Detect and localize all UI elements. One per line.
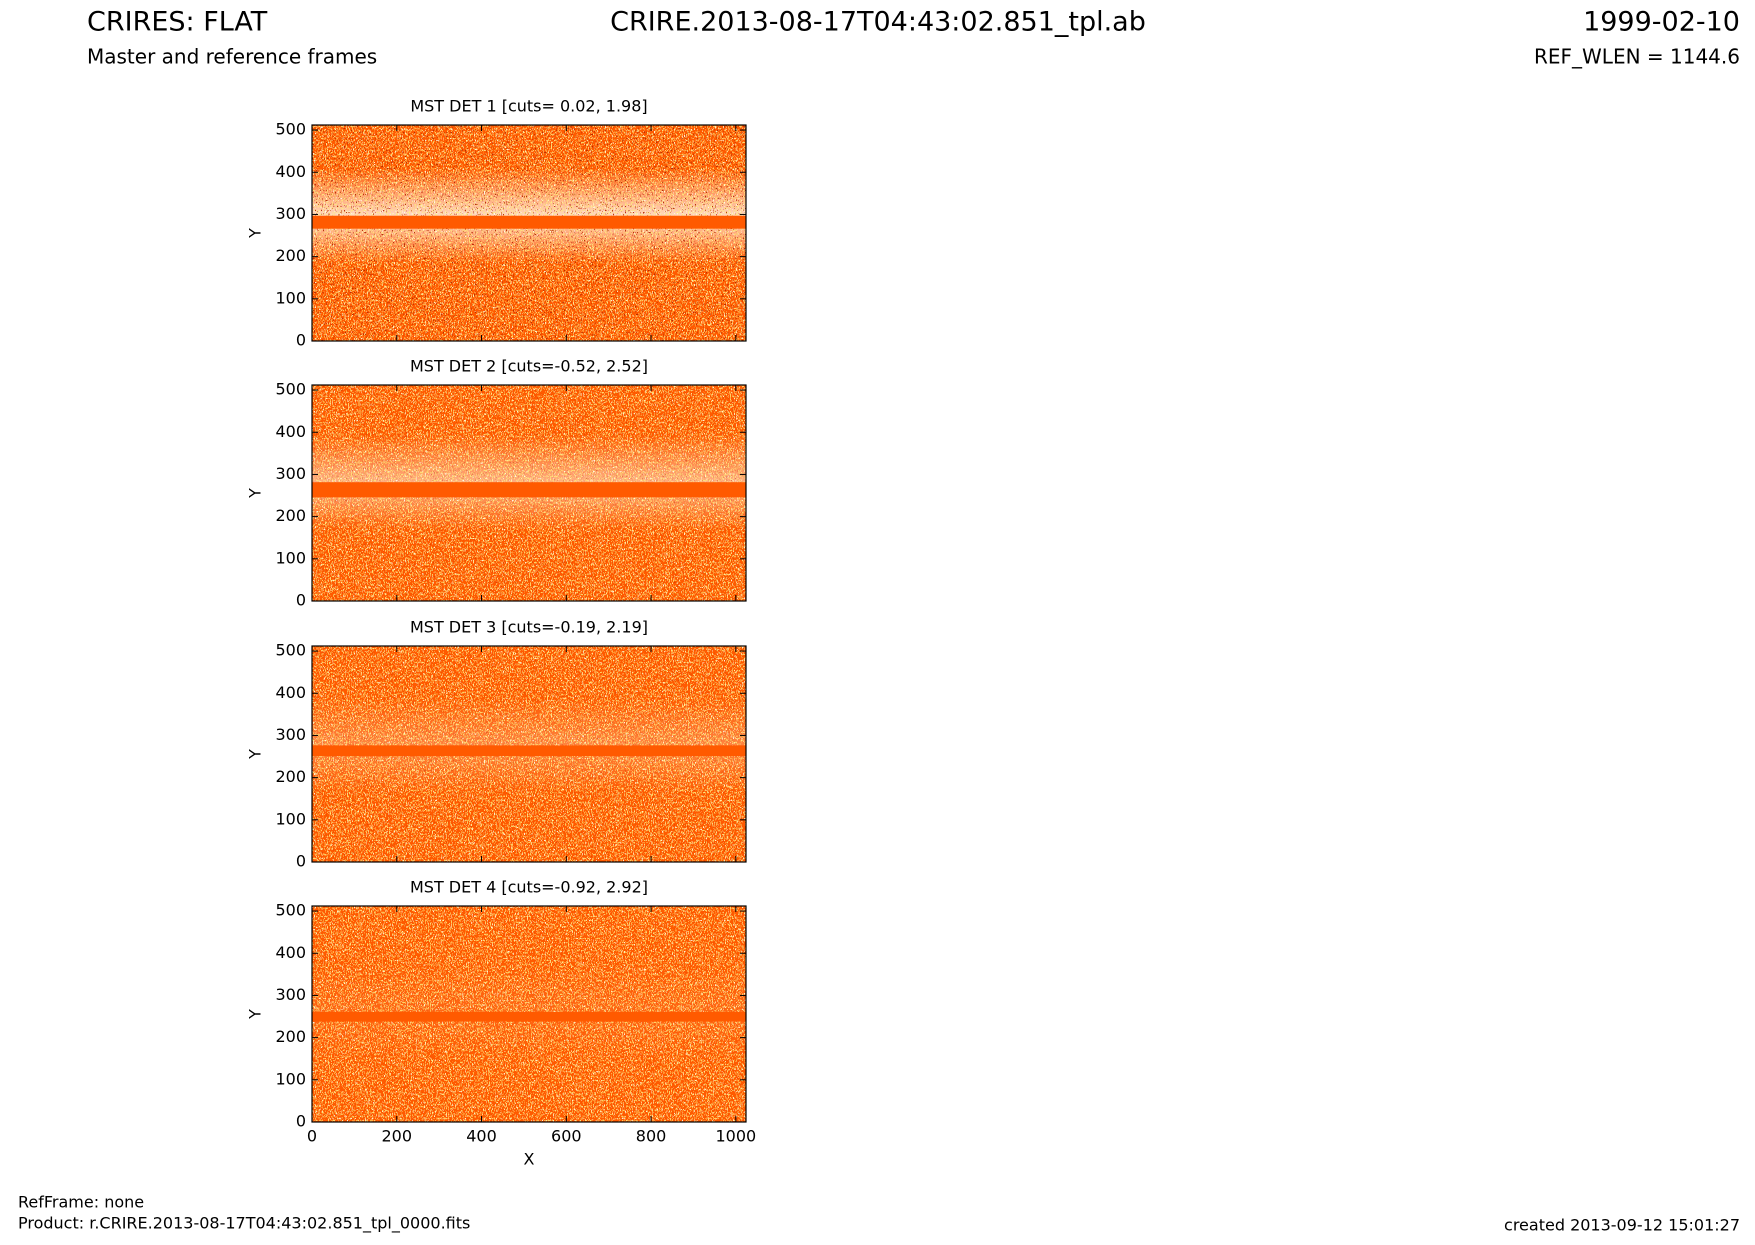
axes-frame xyxy=(311,384,747,602)
x-tick-label: 0 xyxy=(307,1127,317,1146)
y-tick-label: 300 xyxy=(275,725,306,744)
axes-frame xyxy=(311,905,747,1123)
y-tick-label: 200 xyxy=(275,506,306,525)
y-tick-label: 100 xyxy=(275,288,306,307)
y-tick-label: 100 xyxy=(275,548,306,567)
y-axis-label: Y xyxy=(246,228,265,239)
panel: MST DET 4 [cuts=-0.92, 2.92] 0 100 200 300 40… xyxy=(246,878,757,1169)
image-band xyxy=(312,1011,746,1022)
x-tick-label: 1000 xyxy=(715,1127,756,1146)
image-band xyxy=(312,215,746,229)
y-tick-label: 500 xyxy=(275,380,306,399)
created: created 2013-09-12 15:01:27 xyxy=(1504,1216,1740,1235)
y-tick-label: 100 xyxy=(275,1069,306,1088)
panel: MST DET 2 [cuts=-0.52, 2.52] 0 100 200 300 40… xyxy=(246,357,747,610)
x-tick-label: 200 xyxy=(381,1127,412,1146)
y-tick-label: 200 xyxy=(275,767,306,786)
subtitle: Master and reference frames xyxy=(87,45,377,69)
date: 1999-02-10 xyxy=(1583,7,1740,38)
y-axis-label: Y xyxy=(246,749,265,760)
image-band xyxy=(312,482,746,498)
y-tick-label: 400 xyxy=(275,683,306,702)
image-speckle-dark xyxy=(312,125,746,341)
y-tick-label: 500 xyxy=(275,120,306,139)
y-tick-label: 500 xyxy=(275,901,306,920)
y-tick-label: 300 xyxy=(275,985,306,1004)
title: CRIRES: FLAT xyxy=(87,7,268,38)
x-tick-label: 600 xyxy=(551,1127,582,1146)
axes-frame xyxy=(311,124,747,342)
x-axis-label: X xyxy=(524,1150,535,1169)
y-tick-label: 0 xyxy=(296,852,306,871)
product: Product: r.CRIRE.2013-08-17T04:43:02.851… xyxy=(18,1214,470,1234)
panel-title: MST DET 3 [cuts=-0.19, 2.19] xyxy=(410,618,648,637)
y-tick-label: 500 xyxy=(275,641,306,660)
y-tick-label: 0 xyxy=(296,591,306,610)
y-tick-label: 400 xyxy=(275,943,306,962)
panel: MST DET 1 [cuts= 0.02, 1.98] 0 100 200 300 40… xyxy=(246,97,747,350)
panel-title: MST DET 1 [cuts= 0.02, 1.98] xyxy=(410,97,647,116)
axes-frame xyxy=(311,645,747,863)
y-tick-label: 100 xyxy=(275,809,306,828)
y-tick-label: 0 xyxy=(296,331,306,350)
ref-wlen: REF_WLEN = 1144.6 xyxy=(1534,45,1740,69)
image-band xyxy=(312,745,746,757)
panel-title: MST DET 4 [cuts=-0.92, 2.92] xyxy=(410,878,648,897)
panel-title: MST DET 2 [cuts=-0.52, 2.52] xyxy=(410,357,648,376)
file-name: CRIRE.2013-08-17T04:43:02.851_tpl.ab xyxy=(610,7,1146,38)
y-tick-label: 400 xyxy=(275,162,306,181)
y-axis-label: Y xyxy=(246,1009,265,1020)
y-tick-label: 0 xyxy=(296,1112,306,1131)
y-tick-label: 200 xyxy=(275,246,306,265)
x-tick-label: 800 xyxy=(636,1127,667,1146)
y-tick-label: 200 xyxy=(275,1027,306,1046)
y-tick-label: 300 xyxy=(275,204,306,223)
y-tick-label: 400 xyxy=(275,422,306,441)
ref-frame: RefFrame: none xyxy=(18,1193,144,1212)
panel: MST DET 3 [cuts=-0.19, 2.19] 0 100 200 300 40… xyxy=(246,618,747,871)
y-axis-label: Y xyxy=(246,488,265,499)
x-tick-label: 400 xyxy=(466,1127,497,1146)
y-tick-label: 300 xyxy=(275,464,306,483)
